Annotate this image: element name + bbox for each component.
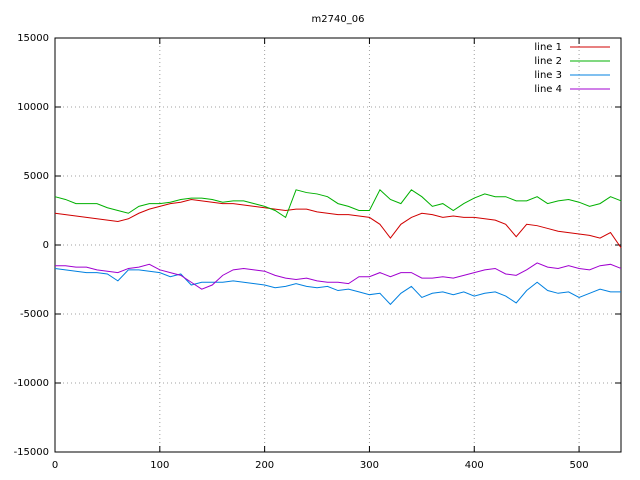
legend-label: line 4 xyxy=(534,84,562,95)
y-tick-label: -5000 xyxy=(20,309,49,320)
data-line xyxy=(54,198,622,249)
x-tick-label: 200 xyxy=(255,460,274,471)
data-line xyxy=(55,262,622,290)
y-tick-label: -10000 xyxy=(14,378,49,389)
y-tick-label: 5000 xyxy=(24,171,49,182)
legend-label: line 3 xyxy=(534,70,562,81)
y-tick-label: 15000 xyxy=(17,33,49,44)
y-tick-label: -15000 xyxy=(14,447,49,458)
plot-border xyxy=(54,37,622,453)
legend-label: line 2 xyxy=(534,56,562,67)
x-tick-label: 100 xyxy=(150,460,169,471)
chart-title: m2740_06 xyxy=(312,14,365,25)
x-tick-label: 400 xyxy=(465,460,484,471)
x-tick-label: 300 xyxy=(360,460,379,471)
y-tick-label: 0 xyxy=(43,240,49,251)
data-line xyxy=(54,267,621,306)
x-tick-label: 500 xyxy=(570,460,589,471)
data-line xyxy=(54,188,622,219)
y-tick-label: 10000 xyxy=(17,102,49,113)
legend-label: line 1 xyxy=(534,42,562,53)
x-tick-label: 0 xyxy=(52,460,58,471)
